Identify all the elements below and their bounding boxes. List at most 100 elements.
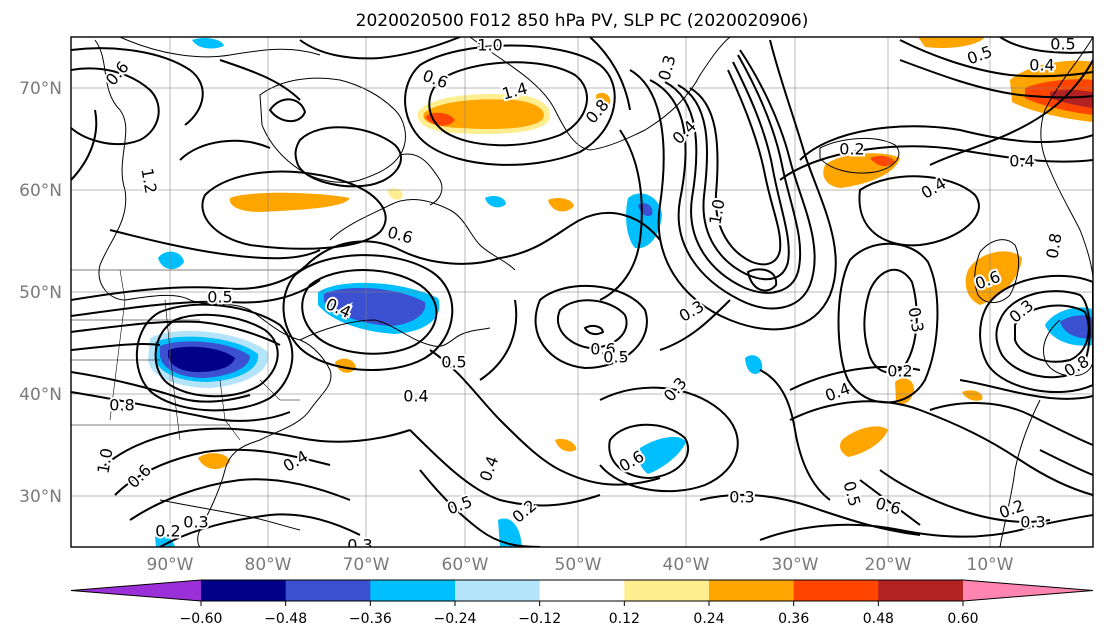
contour-line (929, 402, 1093, 446)
colorbar-segment (709, 580, 795, 601)
colorbar-segment (201, 580, 287, 601)
contour-line (899, 59, 1093, 99)
pv-positive-area (962, 390, 983, 401)
contour-line (789, 400, 1093, 496)
colorbar-tick-label: −0.24 (434, 611, 477, 627)
contour-line (599, 129, 643, 301)
contour-line (282, 254, 454, 372)
colorbar-tick-label: −0.36 (349, 611, 392, 627)
contour-line (858, 175, 980, 247)
pv-positive-area (895, 378, 915, 405)
colorbar-tick-label: −0.48 (264, 611, 307, 627)
lon-label: 20°W (865, 555, 912, 575)
longitude-axis: 90°W 80°W 70°W 60°W 50°W 40°W 30°W 20°W 10°W (147, 555, 1014, 575)
contour-line (608, 423, 690, 480)
contour-label: 0.6 (590, 340, 615, 359)
contour-line (759, 369, 831, 501)
lon-label: 70°W (343, 555, 390, 575)
contour-line (129, 478, 351, 521)
contour-line (71, 371, 251, 403)
pv-positive-area (870, 155, 895, 167)
contour-line (899, 39, 1093, 78)
contour-line (837, 242, 939, 404)
colorbar-tick-label: 0.12 (609, 611, 640, 627)
contour-label: 0.4 (1029, 56, 1054, 75)
contour-label: 0.2 (839, 140, 864, 159)
contour-line (677, 61, 790, 281)
contour-line (689, 69, 782, 266)
colorbar-tick-label: 0.48 (863, 611, 894, 627)
contour-line (109, 229, 321, 260)
lat-label: 50°N (19, 283, 62, 303)
colorbar-segment (878, 580, 964, 601)
colorbar-segment (285, 580, 371, 601)
contour-line (746, 268, 778, 292)
contour-line (71, 320, 281, 346)
contour-line (429, 349, 661, 486)
contour-line (71, 67, 160, 145)
contour-line (979, 274, 1093, 394)
pv-positive-area (229, 192, 350, 212)
graticule (71, 37, 1093, 547)
colorbar-segment (793, 580, 879, 601)
coastline-britain (974, 239, 1020, 303)
colorbar-extend-high (963, 580, 1093, 601)
border (259, 379, 300, 401)
contour-line (499, 211, 661, 259)
contour-line (999, 37, 1093, 54)
pv-positive-area (918, 37, 985, 48)
contour-label: 0.8 (109, 396, 134, 415)
contour-line (409, 429, 601, 507)
pv-positive-area (198, 453, 230, 470)
contour-line (779, 145, 1093, 181)
map-title: 2020020500 F012 850 hPa PV, SLP PC (2020… (356, 11, 809, 31)
pv-negative-area (498, 518, 522, 547)
contour-line (428, 61, 588, 147)
colorbar-segment (539, 580, 625, 601)
contour-line (404, 44, 616, 166)
contour-line (659, 299, 731, 351)
contour-line (479, 299, 518, 381)
colorbar-tick-label: 0.36 (778, 611, 809, 627)
contour-label: 0.2 (155, 522, 180, 541)
contour-label: 0.5 (603, 348, 628, 367)
contour-line (599, 386, 739, 493)
contour-line (71, 47, 204, 126)
coastline-greenland (469, 37, 731, 151)
contour-line (699, 493, 921, 536)
coastline (329, 199, 516, 271)
colorbar-extend-low (71, 580, 201, 601)
lat-label: 60°N (19, 181, 62, 201)
lon-label: 10°W (967, 555, 1014, 575)
map-area[interactable]: 1.00.6 1.40.80.30.41.00.5 0.40.50.41.20.60… (71, 35, 1093, 555)
coastline-iberia (1043, 319, 1093, 377)
lon-label: 60°W (442, 555, 489, 575)
colorbar-segment (455, 580, 541, 601)
pv-negative-area (158, 251, 184, 270)
slp-contours (71, 37, 1093, 547)
lon-label: 40°W (663, 555, 710, 575)
pv-negative-area (485, 196, 506, 208)
contour-line (99, 427, 411, 471)
colorbar-tick-label: −0.60 (180, 611, 223, 627)
contour-line (664, 54, 802, 294)
lat-label: 70°N (19, 79, 62, 99)
contour-label: 0.3 (729, 488, 754, 507)
pv-positive-area (596, 92, 611, 107)
contour-label: 0.3 (347, 536, 372, 555)
contour-line (114, 448, 331, 496)
contour-line (71, 109, 98, 181)
coastline (399, 153, 443, 206)
pv-negative-area (168, 346, 235, 372)
pv-positive-area (548, 198, 574, 212)
contour-line (995, 290, 1091, 379)
contour-line (71, 391, 291, 422)
contour-line (219, 59, 301, 101)
border (109, 269, 126, 421)
contour-line (135, 303, 294, 412)
contour-line (201, 170, 387, 250)
contour-line (1039, 449, 1093, 476)
contour-label: 0.4 (403, 387, 428, 406)
contour-label: 0.3 (1020, 513, 1045, 532)
contour-line (419, 469, 541, 547)
